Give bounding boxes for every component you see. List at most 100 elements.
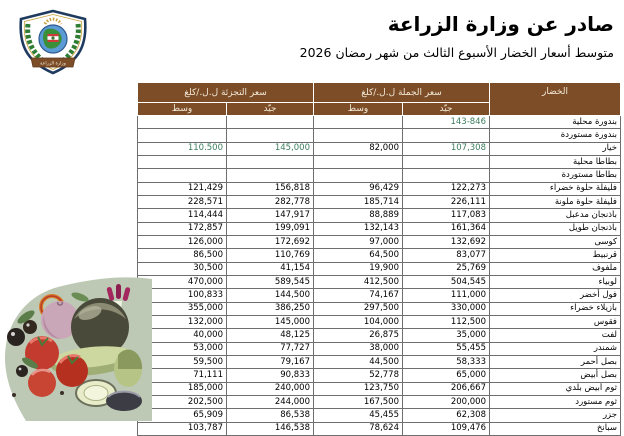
wholesale-avg-cell: 74,167: [313, 288, 403, 303]
wholesale-good-cell: 35,000: [402, 328, 490, 343]
table-row: فليفلة حلوة ملونة 226,111 185,714 282,778 22…: [137, 194, 621, 210]
wholesale-good-cell: 109,476: [402, 421, 490, 436]
wholesale-good-cell: 132,692: [402, 234, 490, 250]
retail-avg-cell: 172,857: [137, 221, 227, 236]
vegetable-name-cell: فليفلة حلوة ملونة: [489, 194, 621, 210]
page-subtitle: متوسط أسعار الخضار الأسبوع الثالث من شهر…: [299, 45, 614, 60]
vegetable-name-cell: شمندر: [489, 341, 621, 356]
table-row: جزر 62,308 45,455 86,538 65,909: [137, 408, 621, 423]
vegetable-name-cell: بندورة محلية: [489, 114, 621, 130]
vegetable-name-cell: خيار: [489, 141, 621, 156]
vegetable-name-cell: بطاطا مستوردة: [489, 168, 621, 183]
wholesale-avg-cell: [313, 114, 403, 130]
wholesale-good-cell: 62,308: [402, 408, 490, 423]
table-row: بصل أحمر 58,333 44,500 79,167 59,500: [137, 354, 621, 370]
wholesale-good-cell: 143-846: [402, 114, 490, 130]
wholesale-good-cell: [402, 168, 490, 183]
retail-good-cell: 90,833: [226, 368, 314, 383]
retail-good-cell: 144,500: [226, 288, 314, 303]
retail-avg-cell: 65,909: [137, 408, 227, 423]
table-row: فليفلة حلوة خضراء 122,273 96,429 156,818 121…: [137, 181, 621, 196]
onion-icon: [41, 301, 79, 339]
table-row: بندورة محلية 143-846: [137, 114, 621, 130]
wholesale-good-cell: 111,000: [402, 288, 490, 303]
retail-good-cell: 110,769: [226, 248, 314, 263]
wholesale-avg-cell: 97,000: [313, 234, 403, 250]
wholesale-good-cell: 65,000: [402, 368, 490, 383]
retail-good-cell: 240,000: [226, 381, 314, 396]
lebanon-flag-icon: [47, 34, 59, 42]
retail-avg-cell: 114,444: [137, 208, 227, 223]
header-block: صادر عن وزارة الزراعة متوسط أسعار الخضار…: [130, 10, 614, 61]
wholesale-good-cell: 206,667: [402, 381, 490, 396]
vegetable-name-cell: سبانخ: [489, 421, 621, 436]
vegetable-name-cell: جزر: [489, 408, 621, 423]
laurel-branch-right-icon: [56, 23, 81, 67]
table-row: قرنبيط 83,077 64,500 110,769 86,500: [137, 248, 621, 263]
column-header-retail-avg: وسط: [137, 102, 227, 116]
wholesale-avg-cell: 52,778: [313, 368, 403, 383]
retail-good-cell: 244,000: [226, 394, 314, 410]
wholesale-good-cell: 122,273: [402, 181, 490, 196]
retail-good-cell: 156,818: [226, 181, 314, 196]
retail-avg-cell: [137, 114, 227, 130]
bulletin-page: { "page": { "title": "صادر عن وزارة الزر…: [4, 9, 621, 436]
wholesale-avg-cell: 96,429: [313, 181, 403, 196]
vegetable-name-cell: كوسى: [489, 234, 621, 250]
table-row: ملفوف 25,769 19,900 41,154 30,500: [137, 261, 621, 276]
wholesale-avg-cell: 45,455: [313, 408, 403, 423]
wholesale-good-cell: 330,000: [402, 301, 490, 316]
table-row: لوبياء 504,545 412,500 589,545 470,000: [137, 274, 621, 290]
retail-good-cell: [226, 168, 314, 183]
retail-good-cell: 147,917: [226, 208, 314, 223]
wholesale-good-cell: 161,364: [402, 221, 490, 236]
vegetable-name-cell: لفت: [489, 328, 621, 343]
retail-avg-cell: 121,429: [137, 181, 227, 196]
wholesale-avg-cell: 123,750: [313, 381, 403, 396]
wholesale-avg-cell: 297,500: [313, 301, 403, 316]
retail-avg-cell: 132,000: [137, 314, 227, 330]
vegetable-name-cell: ملفوف: [489, 261, 621, 276]
vegetable-name-cell: بصل أحمر: [489, 354, 621, 370]
column-header-retail-good: جيّد: [226, 102, 314, 116]
vegetable-name-cell: باذنجان مدعبل: [489, 208, 621, 223]
retail-avg-cell: 30,500: [137, 261, 227, 276]
wholesale-avg-cell: 412,500: [313, 274, 403, 290]
wholesale-avg-cell: 38,000: [313, 341, 403, 356]
vegetable-name-cell: ثوم أبيض بلدي: [489, 381, 621, 396]
column-group-wholesale: سعر الجملة ل.ل./كلغ: [313, 82, 490, 103]
table-row: باذنجان مدعبل 117,083 88,889 147,917 114,444: [137, 208, 621, 223]
wholesale-avg-cell: 88,889: [313, 208, 403, 223]
price-table-body: بندورة محلية 143-846 بندورة مستوردة خيار 107…: [137, 114, 621, 436]
retail-good-cell: 145,000: [226, 141, 314, 156]
bulletin-slide: وزارة الزراعة صادر عن وزارة الزراعة متوس…: [4, 9, 621, 436]
retail-avg-cell: 126,000: [137, 234, 227, 250]
retail-good-cell: 86,538: [226, 408, 314, 423]
retail-good-cell: [226, 128, 314, 143]
retail-avg-cell: 86,500: [137, 248, 227, 263]
table-row: لفت 35,000 26,875 48,125 40,000: [137, 328, 621, 343]
retail-good-cell: [226, 114, 314, 130]
vegetable-name-cell: لوبياء: [489, 274, 621, 290]
wholesale-good-cell: 226,111: [402, 194, 490, 210]
retail-avg-cell: 110.500: [137, 141, 227, 156]
leaves-icon: [17, 292, 89, 369]
retail-good-cell: 41,154: [226, 261, 314, 276]
wholesale-avg-cell: 44,500: [313, 354, 403, 370]
retail-avg-cell: 103,787: [137, 421, 227, 436]
vegetable-name-cell: قرنبيط: [489, 248, 621, 263]
wholesale-good-cell: 200,000: [402, 394, 490, 410]
vegetable-name-cell: باذنجان طويل: [489, 221, 621, 236]
wholesale-good-cell: 25,769: [402, 261, 490, 276]
table-row: خيار 107,308 82,000 145,000 110.500: [137, 141, 621, 156]
wholesale-good-cell: 55,455: [402, 341, 490, 356]
retail-good-cell: 48,125: [226, 328, 314, 343]
retail-avg-cell: 71,111: [137, 368, 227, 383]
retail-avg-cell: 228,571: [137, 194, 227, 210]
retail-good-cell: 282,778: [226, 194, 314, 210]
column-header-wholesale-avg: وسط: [313, 102, 403, 116]
vegetable-name-cell: ثوم مستورد: [489, 394, 621, 410]
table-row: ثوم مستورد 200,000 167,500 244,000 202,500: [137, 394, 621, 410]
banner-ribbon: [30, 57, 76, 68]
price-table-header: الخضار سعر الجملة ل.ل./كلغ سعر التجزئة ل…: [137, 82, 621, 116]
